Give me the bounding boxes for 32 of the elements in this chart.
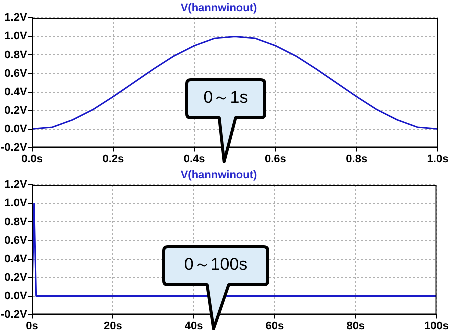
y-tick-label: 0.0V [4,123,28,136]
y-tick-label: 1.2V [4,12,28,24]
x-tick-label: 20s [104,320,122,332]
y-tick-label: 0.0V [4,290,28,302]
annotation: 0～1s [202,87,250,109]
x-tick-label: 0.6s [265,153,286,166]
y-tick-label: 0.4V [4,253,28,266]
x-tick-label: 60s [266,320,284,332]
chart-title: V(hannwinout) [180,2,258,15]
y-tick-label: 0.6V [4,234,28,247]
y-tick-label: 0.6V [4,68,28,80]
y-tick-label: 0.2V [4,104,28,117]
y-tick-label: 1.0V [4,198,28,210]
x-tick-label: 80s [346,320,366,332]
chart-title: V(hannwinout) [180,170,258,182]
y-tick-label: -0.2V [0,308,28,321]
x-tick-label: 0s [26,320,38,332]
x-tick-label: 0.0s [22,153,43,166]
x-tick-label: 100s [424,320,450,332]
x-tick-label: 0.2s [102,153,124,166]
x-tick-label: 40s [184,320,204,332]
annotation: 0～100s [183,254,249,276]
y-tick-label: 1.2V [4,179,28,192]
y-tick-label: 1.0V [4,30,28,43]
x-tick-label: 0.4s [184,153,206,166]
y-tick-label: 0.8V [4,216,28,228]
y-tick-label: -0.2V [0,142,28,154]
y-tick-label: 0.4V [4,86,28,98]
x-tick-label: 0.8s [346,153,368,166]
y-tick-label: 0.8V [4,49,28,62]
y-tick-label: 0.2V [4,272,28,284]
x-tick-label: 1.0s [427,153,449,166]
